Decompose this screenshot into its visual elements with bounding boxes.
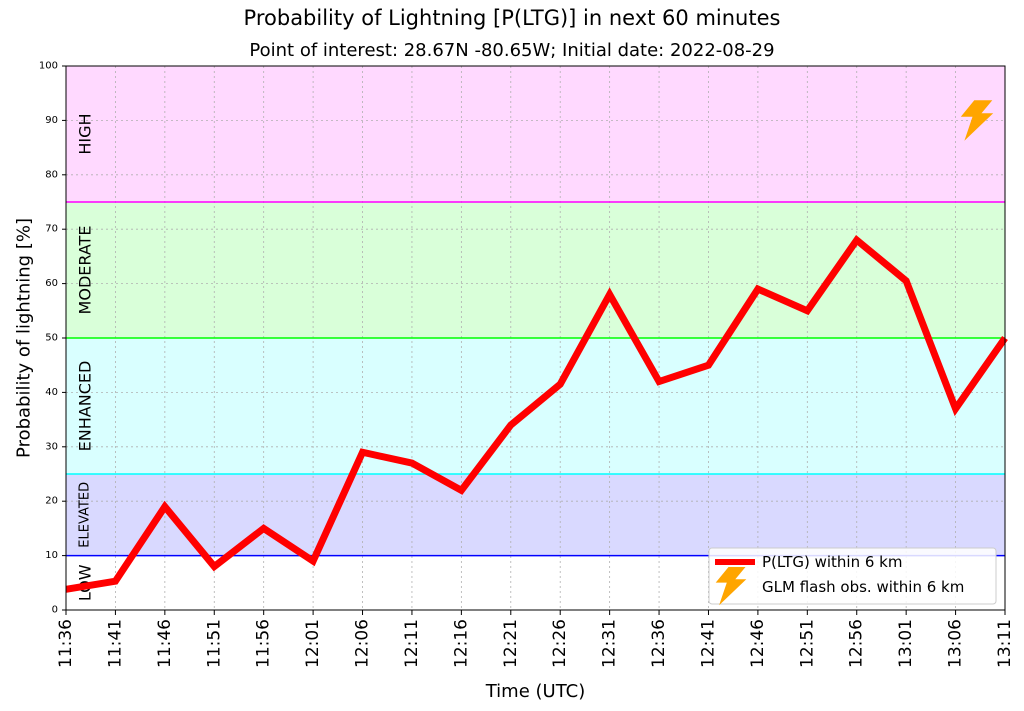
x-tick-label: 12:26 <box>550 619 570 668</box>
x-tick-label: 12:41 <box>698 619 718 668</box>
x-axis-label: Time (UTC) <box>485 681 586 702</box>
chart-title: Probability of Lightning [P(LTG)] in nex… <box>243 6 781 30</box>
y-tick-label: 20 <box>45 496 58 507</box>
y-tick-label: 70 <box>45 224 58 235</box>
lightning-bolt-icon <box>715 567 747 606</box>
x-tick-label: 12:46 <box>748 619 768 668</box>
x-tick-label: 12:16 <box>451 619 471 668</box>
y-tick-label: 80 <box>45 169 58 180</box>
x-tick-label: 12:56 <box>847 619 867 668</box>
zone-label-high: HIGH <box>76 113 95 154</box>
y-tick-label: 40 <box>45 387 58 398</box>
x-tick-label: 13:11 <box>995 619 1015 668</box>
legend-box <box>708 547 997 605</box>
x-tick-label: 12:51 <box>797 619 817 668</box>
series-line-probability <box>65 234 1008 593</box>
zone-band-high <box>66 66 1005 202</box>
y-tick-label: 60 <box>45 278 58 289</box>
x-tick-label: 12:11 <box>402 619 422 668</box>
x-tick-label: 12:36 <box>649 619 669 668</box>
x-tick-label: 13:06 <box>946 619 966 668</box>
lightning-bolt-icon <box>960 100 994 141</box>
y-axis-label: Probability of lightning [%] <box>14 218 35 458</box>
x-tick-label: 12:06 <box>353 619 373 668</box>
series <box>65 234 1008 593</box>
x-tick-label: 11:41 <box>105 619 125 668</box>
x-tick-label: 12:01 <box>303 619 323 668</box>
y-axis: 0 10 20 30 40 50 60 70 80 90 100 <box>39 61 66 616</box>
y-tick-label: 10 <box>45 550 58 561</box>
legend-label-glm: GLM flash obs. within 6 km <box>762 578 964 596</box>
x-tick-label: 11:46 <box>155 619 175 668</box>
x-tick-label: 12:31 <box>600 619 620 668</box>
risk-zones <box>66 66 1005 610</box>
legend: P(LTG) within 6 km GLM flash obs. within… <box>708 547 997 606</box>
y-tick-label: 100 <box>39 61 58 72</box>
y-tick-label: 50 <box>45 333 58 344</box>
chart-subtitle: Point of interest: 28.67N -80.65W; Initi… <box>249 40 775 61</box>
zone-band-moderate <box>66 202 1005 338</box>
glm-flash-markers <box>960 100 994 141</box>
zone-band-elevated <box>66 474 1005 556</box>
y-tick-label: 90 <box>45 115 58 126</box>
zone-label-elevated: ELEVATED <box>78 482 93 548</box>
zone-label-moderate: MODERATE <box>76 226 95 315</box>
x-tick-label: 13:01 <box>896 619 916 668</box>
x-tick-label: 12:21 <box>501 619 521 668</box>
y-tick-label: 0 <box>52 605 58 616</box>
legend-bolt-shape <box>715 567 747 606</box>
x-tick-label: 11:56 <box>254 619 274 668</box>
x-tick-label: 11:51 <box>204 619 224 668</box>
x-axis: 11:36 11:41 11:46 11:51 11:56 12:01 12:06 12:11… <box>56 610 1015 668</box>
y-tick-label: 30 <box>45 441 58 452</box>
zone-label-enhanced: ENHANCED <box>76 361 95 452</box>
legend-label-probability: P(LTG) within 6 km <box>762 553 902 571</box>
x-tick-label: 11:36 <box>56 619 76 668</box>
